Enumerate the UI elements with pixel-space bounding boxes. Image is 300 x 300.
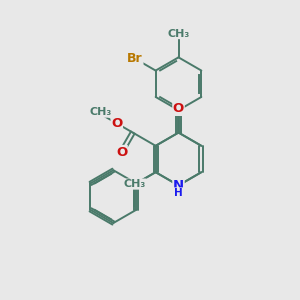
Text: N: N	[173, 179, 184, 192]
Text: CH₃: CH₃	[90, 107, 112, 117]
Text: Br: Br	[127, 52, 143, 65]
Text: CH₃: CH₃	[167, 28, 190, 39]
Text: H: H	[174, 188, 183, 198]
Text: O: O	[116, 146, 127, 158]
Text: O: O	[111, 117, 122, 130]
Text: CH₃: CH₃	[124, 179, 146, 189]
Text: O: O	[173, 102, 184, 115]
